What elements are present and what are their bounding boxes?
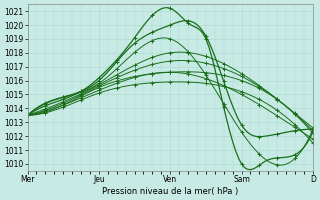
X-axis label: Pression niveau de la mer( hPa ): Pression niveau de la mer( hPa ) — [102, 187, 238, 196]
